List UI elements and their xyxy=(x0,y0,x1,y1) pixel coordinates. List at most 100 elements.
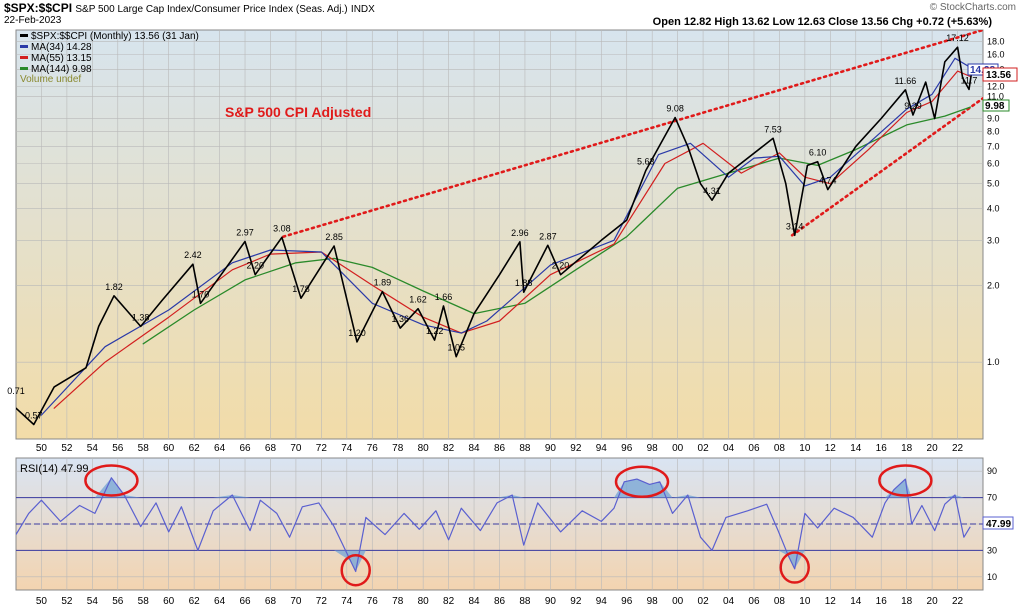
series-spx-cpi xyxy=(16,46,973,426)
price-box-ma144: 9.98 xyxy=(985,101,1005,112)
x-tick-label: 60 xyxy=(163,596,175,607)
annotation-label: 1.88 xyxy=(515,278,533,288)
annotation-label: 17.12 xyxy=(946,33,969,43)
x-tick-label: 04 xyxy=(723,443,735,454)
y-tick-label: 18.0 xyxy=(987,37,1005,47)
legend-volume: Volume undef xyxy=(20,74,81,85)
annotation-label: 11.7 xyxy=(961,75,978,85)
x-tick-label: 88 xyxy=(519,443,531,454)
rsi-value-box: 47.99 xyxy=(986,519,1011,530)
x-tick-label: 82 xyxy=(443,596,455,607)
x-tick-label: 00 xyxy=(672,596,684,607)
x-tick-label: 74 xyxy=(341,596,353,607)
x-tick-label: 58 xyxy=(138,443,150,454)
series-rsi xyxy=(16,477,971,573)
x-tick-label: 96 xyxy=(621,596,633,607)
x-tick-label: 92 xyxy=(570,596,582,607)
x-tick-label: 72 xyxy=(316,596,328,607)
annotation-label: 2.20 xyxy=(246,261,264,271)
price-grid xyxy=(16,30,983,439)
price-annotations: 0.71 0.57 1.82 1.38 2.42 1.70 2.97 2.20 3.08 1.78… xyxy=(7,33,977,420)
x-tick-label: 84 xyxy=(468,443,480,454)
x-tick-label: 10 xyxy=(799,596,811,607)
highlight-oversold xyxy=(340,553,371,587)
x-tick-label: 22 xyxy=(952,596,964,607)
series-ma-144 xyxy=(142,106,971,345)
x-tick-label: 80 xyxy=(418,596,430,607)
x-tick-label: 12 xyxy=(825,443,837,454)
x-tick-label: 74 xyxy=(341,443,353,454)
annotation-label: 3.14 xyxy=(786,221,804,231)
x-tick-label: 18 xyxy=(901,596,913,607)
x-tick-label: 64 xyxy=(214,443,226,454)
annotation-label: 1.78 xyxy=(292,284,310,294)
x-tick-label: 84 xyxy=(468,596,480,607)
price-legend: $SPX:$$CPI (Monthly) 13.56 (31 Jan) MA(3… xyxy=(20,31,199,85)
x-tick-label: 86 xyxy=(494,443,506,454)
annotation-label: 1.05 xyxy=(447,343,465,353)
annotation-label: 4.74 xyxy=(819,176,837,186)
annotation-label: 2.96 xyxy=(511,228,529,238)
x-tick-label: 10 xyxy=(799,443,811,454)
x-tick-label: 16 xyxy=(876,443,888,454)
annotation-label: 1.70 xyxy=(192,289,210,299)
rsi-tick-label: 10 xyxy=(987,572,997,582)
rsi-highlight-circles xyxy=(84,464,933,587)
price-boxes: 14.28 13.56 9.98 47.99 xyxy=(967,63,1018,530)
x-tick-label: 06 xyxy=(748,596,760,607)
x-tick-label: 14 xyxy=(850,443,862,454)
x-tick-label: 68 xyxy=(265,443,277,454)
x-tick-label: 86 xyxy=(494,596,506,607)
annotation-label: 1.89 xyxy=(374,278,392,288)
legend-ma34: MA(34) 14.28 xyxy=(31,42,92,53)
y-tick-label: 6.0 xyxy=(987,158,1000,168)
annotation-label: 9.29 xyxy=(904,101,922,111)
rsi-tick-label: 30 xyxy=(987,545,997,555)
x-tick-label: 98 xyxy=(647,443,659,454)
chart-title: S&P 500 CPI Adjusted xyxy=(225,104,371,120)
x-tick-label: 96 xyxy=(621,443,633,454)
x-tick-label: 78 xyxy=(392,443,404,454)
annotation-label: 0.57 xyxy=(25,410,43,420)
annotation-label: 11.66 xyxy=(894,76,916,86)
x-tick-label: 94 xyxy=(596,443,608,454)
x-tick-label: 16 xyxy=(876,596,888,607)
highlight-overbought xyxy=(614,465,670,499)
rsi-tick-label: 90 xyxy=(987,466,997,476)
x-tick-label: 70 xyxy=(290,443,302,454)
x-tick-label: 78 xyxy=(392,596,404,607)
x-tick-label: 88 xyxy=(519,596,531,607)
x-tick-label: 76 xyxy=(367,443,379,454)
symbol: $SPX:$$CPI xyxy=(4,1,73,15)
x-tick-label: 02 xyxy=(698,443,710,454)
annotation-label: 2.87 xyxy=(539,231,557,241)
series-upper-trend-line xyxy=(281,30,983,238)
series-ma-55 xyxy=(53,70,971,409)
highlight-oversold xyxy=(779,551,810,584)
x-tick-label: 54 xyxy=(87,596,99,607)
y-tick-label: 9.0 xyxy=(987,114,1000,124)
x-tick-label: 08 xyxy=(774,596,786,607)
annotation-label: 7.53 xyxy=(764,124,782,134)
y-tick-label: 7.0 xyxy=(987,141,1000,151)
x-tick-label: 94 xyxy=(596,596,608,607)
x-tick-label: 70 xyxy=(290,596,302,607)
x-tick-label: 22 xyxy=(952,443,964,454)
annotation-label: 9.08 xyxy=(666,104,684,114)
x-tick-label: 92 xyxy=(570,443,582,454)
annotation-label: 3.08 xyxy=(273,223,291,233)
x-tick-label: 58 xyxy=(138,596,150,607)
x-tick-label: 14 xyxy=(850,596,862,607)
x-tick-label: 98 xyxy=(647,596,659,607)
price-y-axis: 1.02.03.04.05.06.07.08.09.011.012.014.01… xyxy=(987,37,1005,367)
price-series-group xyxy=(16,30,983,426)
y-tick-label: 5.0 xyxy=(987,179,1000,189)
legend-price: $SPX:$$CPI (Monthly) 13.56 (31 Jan) xyxy=(31,31,199,42)
annotation-label: 2.20 xyxy=(552,261,570,271)
x-tick-label: 82 xyxy=(443,443,455,454)
x-tick-label: 80 xyxy=(418,443,430,454)
annotation-label: 1.38 xyxy=(132,312,150,322)
x-tick-label: 56 xyxy=(112,443,124,454)
y-tick-label: 8.0 xyxy=(987,127,1000,137)
chart-date: 22-Feb-2023 xyxy=(4,15,62,26)
